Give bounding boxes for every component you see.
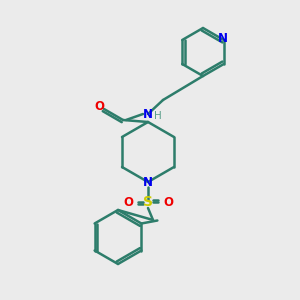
Text: N: N [143,176,153,188]
Text: S: S [143,195,153,209]
Text: O: O [163,196,173,208]
Text: O: O [123,196,133,208]
Text: O: O [94,100,104,113]
Text: H: H [154,111,162,121]
Text: N: N [218,32,228,46]
Text: N: N [143,107,153,121]
